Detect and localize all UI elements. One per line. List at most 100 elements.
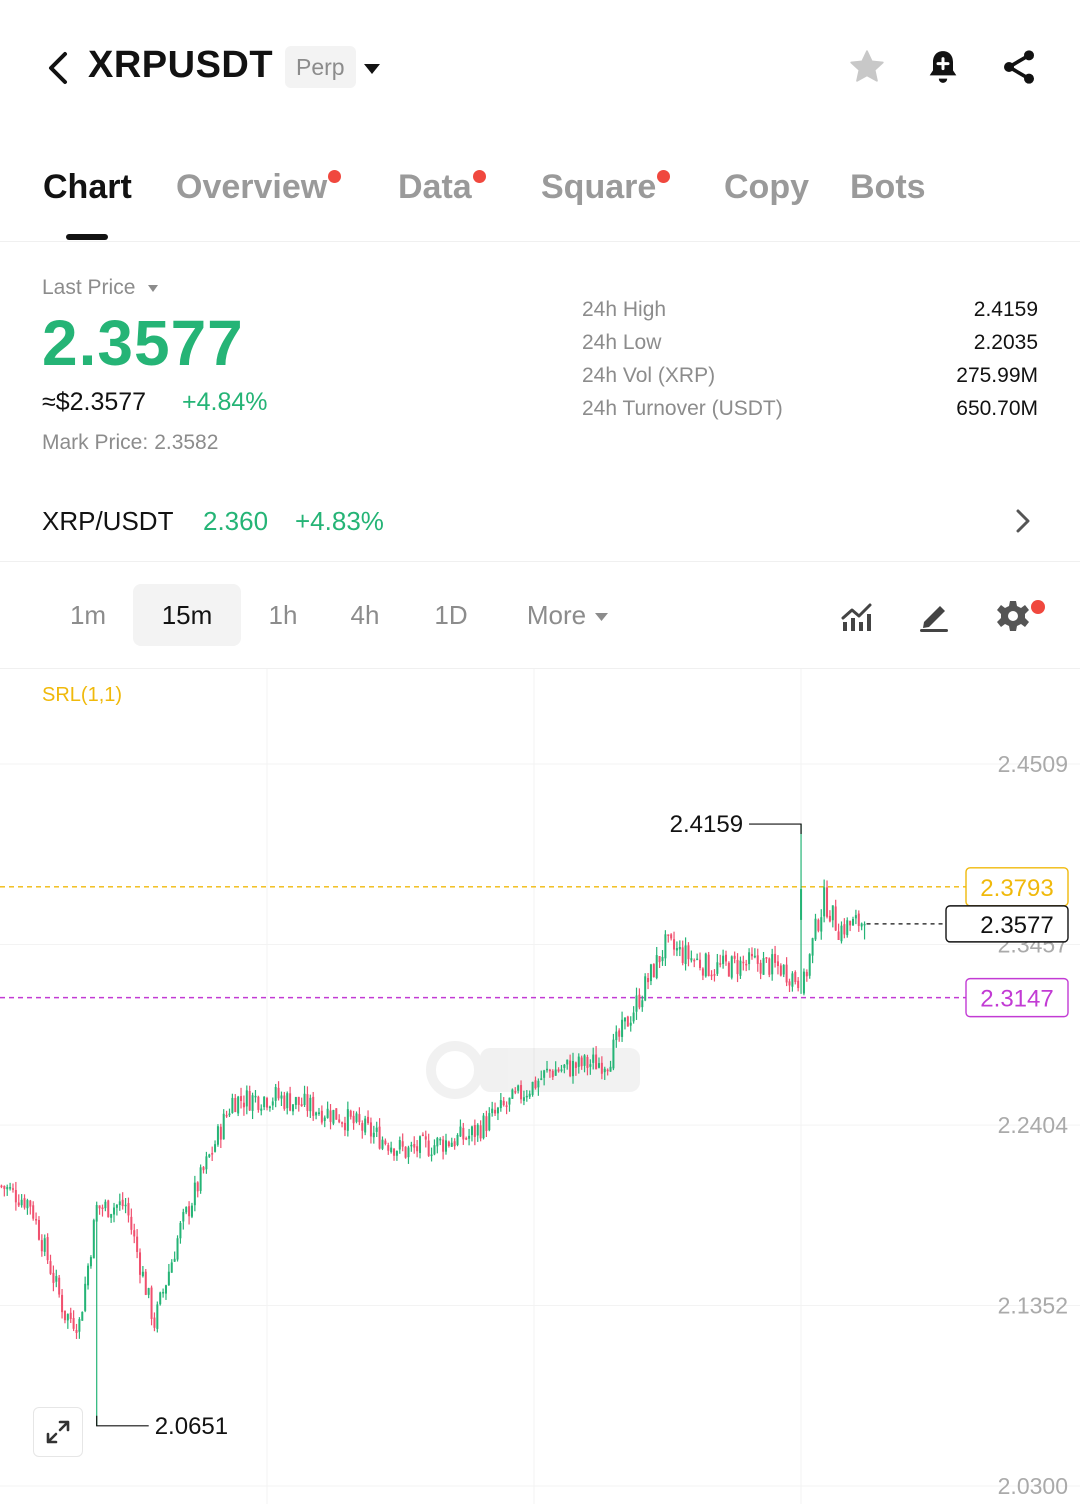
candle-body bbox=[785, 964, 788, 983]
symbol-title[interactable]: XRPUSDT bbox=[88, 44, 274, 86]
tab-chart[interactable]: Chart bbox=[43, 168, 132, 206]
candle-body bbox=[473, 1124, 476, 1137]
candle-body bbox=[453, 1141, 456, 1147]
candle-body bbox=[266, 1098, 269, 1108]
candle-body bbox=[364, 1118, 367, 1133]
candle-body bbox=[286, 1093, 289, 1109]
candle-body bbox=[644, 976, 647, 1001]
resistance-label: 2.3793 bbox=[980, 875, 1053, 902]
share-button[interactable] bbox=[998, 46, 1040, 88]
stat-value: 275.99M bbox=[956, 364, 1038, 387]
candle-body bbox=[150, 1287, 153, 1319]
candle-body bbox=[9, 1187, 12, 1189]
fullscreen-button[interactable] bbox=[33, 1407, 83, 1457]
tab-data[interactable]: Data bbox=[398, 168, 486, 207]
candle-body bbox=[534, 1080, 537, 1089]
candle-body bbox=[502, 1100, 505, 1106]
candle-body bbox=[268, 1106, 271, 1109]
candle-body bbox=[814, 918, 817, 940]
candle-body bbox=[326, 1108, 329, 1118]
candle-body bbox=[147, 1288, 150, 1295]
candle-body bbox=[465, 1138, 468, 1140]
candle-body bbox=[548, 1069, 551, 1072]
last-price-selector[interactable]: Last Price bbox=[42, 276, 159, 300]
candle-body bbox=[115, 1205, 118, 1208]
candle-body bbox=[748, 952, 751, 965]
interval-1h[interactable]: 1h bbox=[268, 600, 298, 630]
candle-body bbox=[156, 1304, 159, 1329]
top-bar: XRPUSDT Perp bbox=[0, 0, 1080, 130]
candle-body bbox=[63, 1310, 66, 1321]
y-tick-label: 2.4509 bbox=[998, 751, 1068, 777]
candle-body bbox=[375, 1127, 378, 1132]
candle-body bbox=[571, 1060, 575, 1077]
candle-body bbox=[762, 958, 765, 975]
candle-body bbox=[20, 1199, 23, 1206]
candle-body bbox=[335, 1108, 338, 1120]
candle-body bbox=[595, 1054, 598, 1070]
candle-body bbox=[667, 934, 670, 936]
candle-body bbox=[6, 1187, 9, 1190]
caret-down-icon bbox=[595, 613, 609, 622]
tab-copy[interactable]: Copy bbox=[724, 168, 809, 206]
candle-body bbox=[110, 1214, 113, 1218]
candle-body bbox=[840, 925, 843, 942]
price-alert-button[interactable] bbox=[922, 46, 964, 88]
spot-pair: XRP/USDT bbox=[42, 506, 174, 536]
candle-body bbox=[768, 958, 771, 975]
candle-body bbox=[776, 961, 779, 967]
candle-body bbox=[442, 1139, 445, 1152]
star-icon bbox=[850, 50, 884, 82]
candle-body bbox=[800, 889, 803, 920]
tab-square[interactable]: Square bbox=[541, 168, 671, 207]
candle-body bbox=[240, 1096, 243, 1102]
candle-body bbox=[138, 1252, 142, 1275]
candle-body bbox=[600, 1062, 603, 1074]
back-button[interactable] bbox=[40, 48, 76, 88]
tab-overview[interactable]: Overview bbox=[176, 168, 342, 207]
candle-body bbox=[730, 956, 733, 978]
candle-body bbox=[849, 921, 852, 926]
interval-1m[interactable]: 1m bbox=[69, 600, 107, 630]
candle-body bbox=[214, 1144, 217, 1152]
candle-body bbox=[846, 920, 849, 936]
candle-body bbox=[92, 1220, 95, 1259]
candle-body bbox=[0, 1185, 3, 1188]
chart-settings-icon[interactable] bbox=[995, 598, 1031, 634]
candle-body bbox=[219, 1126, 222, 1140]
drawing-tools-icon[interactable] bbox=[916, 598, 952, 634]
candle-body bbox=[283, 1095, 286, 1109]
candle-body bbox=[17, 1202, 20, 1206]
candle-body bbox=[118, 1201, 121, 1206]
candle-body bbox=[216, 1126, 219, 1145]
tab-bots[interactable]: Bots bbox=[850, 168, 926, 206]
candle-body bbox=[179, 1222, 182, 1239]
favorite-button[interactable] bbox=[846, 46, 888, 88]
candle-body bbox=[430, 1154, 433, 1157]
candle-body bbox=[843, 924, 846, 935]
candle-body bbox=[831, 905, 834, 921]
notification-dot bbox=[328, 170, 342, 183]
indicators-icon[interactable] bbox=[839, 598, 875, 634]
candle-body bbox=[69, 1312, 72, 1319]
spot-market-link[interactable]: XRP/USDT 2.360 +4.83% bbox=[0, 484, 1080, 562]
interval-15m[interactable]: 15m bbox=[133, 584, 241, 646]
candle-body bbox=[153, 1317, 156, 1328]
caret-down-icon[interactable] bbox=[362, 62, 382, 76]
interval-1d[interactable]: 1D bbox=[434, 600, 468, 630]
indicator-label: SRL(1,1) bbox=[42, 684, 123, 706]
interval-more[interactable]: More bbox=[506, 584, 630, 646]
candle-body bbox=[673, 939, 676, 950]
candle-body bbox=[343, 1122, 346, 1131]
candle-body bbox=[26, 1200, 29, 1209]
candle-body bbox=[797, 980, 800, 989]
candle-body bbox=[144, 1271, 147, 1295]
candle-body bbox=[121, 1199, 124, 1207]
candle-body bbox=[557, 1069, 560, 1072]
interval-4h[interactable]: 4h bbox=[350, 600, 380, 630]
candle-body bbox=[765, 957, 768, 959]
candle-body bbox=[586, 1057, 589, 1068]
candle-body bbox=[317, 1112, 320, 1114]
candle-body bbox=[387, 1145, 390, 1151]
